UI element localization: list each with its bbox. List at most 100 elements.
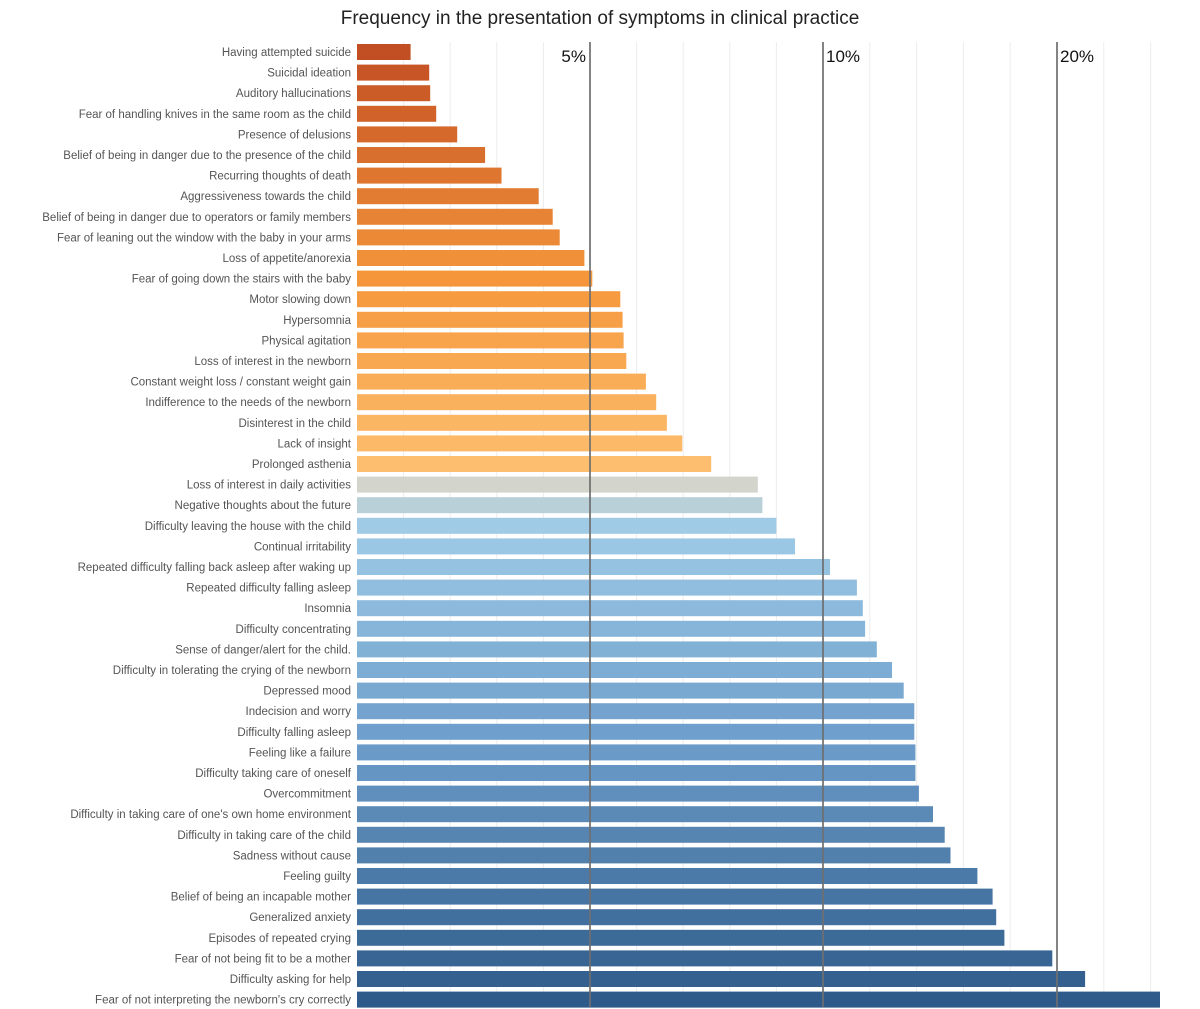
- category-label: Difficulty falling asleep: [237, 727, 351, 739]
- bar[interactable]: [357, 291, 621, 308]
- bar[interactable]: [357, 971, 1086, 987]
- bar[interactable]: [357, 579, 857, 596]
- bar[interactable]: [357, 373, 646, 390]
- bar[interactable]: [357, 126, 458, 143]
- category-label: Disinterest in the child: [239, 418, 352, 430]
- tick-label: 5%: [561, 47, 586, 66]
- category-label: Generalized anxiety: [249, 912, 351, 924]
- category-label: Difficulty in taking care of one's own h…: [70, 809, 351, 821]
- category-label: Fear of leaning out the window with the …: [57, 232, 351, 244]
- bar[interactable]: [357, 744, 916, 761]
- category-label: Feeling like a failure: [249, 747, 351, 759]
- category-label: Belief of being in danger due to the pre…: [63, 150, 351, 162]
- category-label: Suicidal ideation: [267, 68, 351, 80]
- major-gridlines: [589, 42, 1058, 1007]
- category-label: Fear of handling knives in the same room…: [79, 109, 351, 121]
- bar[interactable]: [357, 847, 951, 864]
- tick-label: 10%: [826, 47, 860, 66]
- bar[interactable]: [357, 394, 657, 411]
- bar[interactable]: [357, 991, 1160, 1008]
- bar[interactable]: [357, 765, 916, 781]
- bar[interactable]: [357, 600, 863, 617]
- category-label: Prolonged asthenia: [252, 459, 352, 471]
- category-label: Motor slowing down: [249, 294, 351, 306]
- category-label: Difficulty asking for help: [230, 974, 351, 986]
- category-label: Fear of going down the stairs with the b…: [132, 274, 352, 286]
- category-label: Episodes of repeated crying: [208, 933, 351, 945]
- category-label: Aggressiveness towards the child: [180, 191, 351, 203]
- bar[interactable]: [357, 620, 866, 637]
- bar[interactable]: [357, 147, 486, 163]
- bar[interactable]: [357, 682, 904, 699]
- category-label: Difficulty leaving the house with the ch…: [145, 521, 351, 533]
- bar[interactable]: [357, 538, 795, 555]
- category-label: Fear of not being fit to be a mother: [175, 953, 352, 965]
- category-label: Fear of not interpreting the newborn's c…: [95, 995, 351, 1007]
- bar[interactable]: [357, 806, 933, 823]
- bars: [357, 44, 1160, 1008]
- category-label: Constant weight loss / constant weight g…: [130, 377, 351, 389]
- category-label: Depressed mood: [263, 686, 351, 698]
- category-label: Loss of appetite/anorexia: [222, 253, 351, 265]
- category-labels: Having attempted suicide Suicidal ideatio…: [42, 47, 352, 1007]
- category-label: Indifference to the needs of the newborn: [145, 397, 351, 409]
- category-label: Lack of insight: [277, 438, 351, 450]
- bar[interactable]: [357, 188, 539, 205]
- bar[interactable]: [357, 826, 945, 843]
- bar[interactable]: [357, 456, 712, 472]
- bar[interactable]: [357, 105, 437, 122]
- bar[interactable]: [357, 723, 915, 740]
- category-label: Insomnia: [304, 603, 351, 615]
- bar[interactable]: [357, 950, 1053, 967]
- bar[interactable]: [357, 44, 411, 60]
- bar[interactable]: [357, 414, 667, 431]
- category-label: Difficulty taking care of oneself: [195, 768, 352, 780]
- category-label: Physical agitation: [262, 335, 352, 347]
- bar[interactable]: [357, 167, 502, 184]
- category-label: Indecision and worry: [246, 706, 352, 718]
- tick-label: 20%: [1060, 47, 1094, 66]
- category-label: Auditory hallucinations: [236, 88, 351, 100]
- chart-title: Frequency in the presentation of symptom…: [340, 8, 860, 29]
- bar[interactable]: [357, 208, 553, 225]
- bar[interactable]: [357, 476, 758, 493]
- bar[interactable]: [357, 497, 763, 514]
- category-label: Repeated difficulty falling back asleep …: [78, 562, 351, 574]
- bar[interactable]: [357, 311, 623, 328]
- category-label: Repeated difficulty falling asleep: [186, 583, 351, 595]
- bar[interactable]: [357, 250, 585, 266]
- bar[interactable]: [357, 229, 560, 246]
- category-label: Having attempted suicide: [222, 47, 351, 59]
- category-label: Loss of interest in daily activities: [187, 480, 352, 492]
- bar[interactable]: [357, 909, 997, 926]
- bar[interactable]: [357, 703, 915, 720]
- category-label: Loss of interest in the newborn: [194, 356, 351, 368]
- bar[interactable]: [357, 64, 430, 81]
- category-label: Sadness without cause: [233, 850, 351, 862]
- category-label: Hypersomnia: [283, 315, 351, 327]
- bar[interactable]: [357, 332, 624, 349]
- tick-labels: 5% 10% 20%: [561, 47, 1094, 66]
- category-label: Negative thoughts about the future: [175, 500, 351, 512]
- category-label: Difficulty in tolerating the crying of t…: [113, 665, 351, 677]
- category-label: Difficulty concentrating: [236, 624, 351, 636]
- bar[interactable]: [357, 270, 593, 287]
- bar[interactable]: [357, 353, 627, 369]
- category-label: Recurring thoughts of death: [209, 171, 351, 183]
- category-label: Feeling guilty: [283, 871, 351, 883]
- bar[interactable]: [357, 888, 993, 905]
- bar[interactable]: [357, 85, 431, 102]
- bar[interactable]: [357, 785, 919, 802]
- bar[interactable]: [357, 868, 978, 884]
- bar[interactable]: [357, 641, 877, 658]
- category-label: Continual irritability: [254, 541, 351, 553]
- bar[interactable]: [357, 929, 1005, 946]
- bar[interactable]: [357, 559, 830, 575]
- category-label: Sense of danger/alert for the child.: [175, 644, 351, 656]
- bar[interactable]: [357, 517, 777, 534]
- bar[interactable]: [357, 662, 892, 678]
- category-label: Belief of being in danger due to operato…: [42, 212, 351, 224]
- bar[interactable]: [357, 435, 683, 452]
- category-label: Difficulty in taking care of the child: [177, 830, 351, 842]
